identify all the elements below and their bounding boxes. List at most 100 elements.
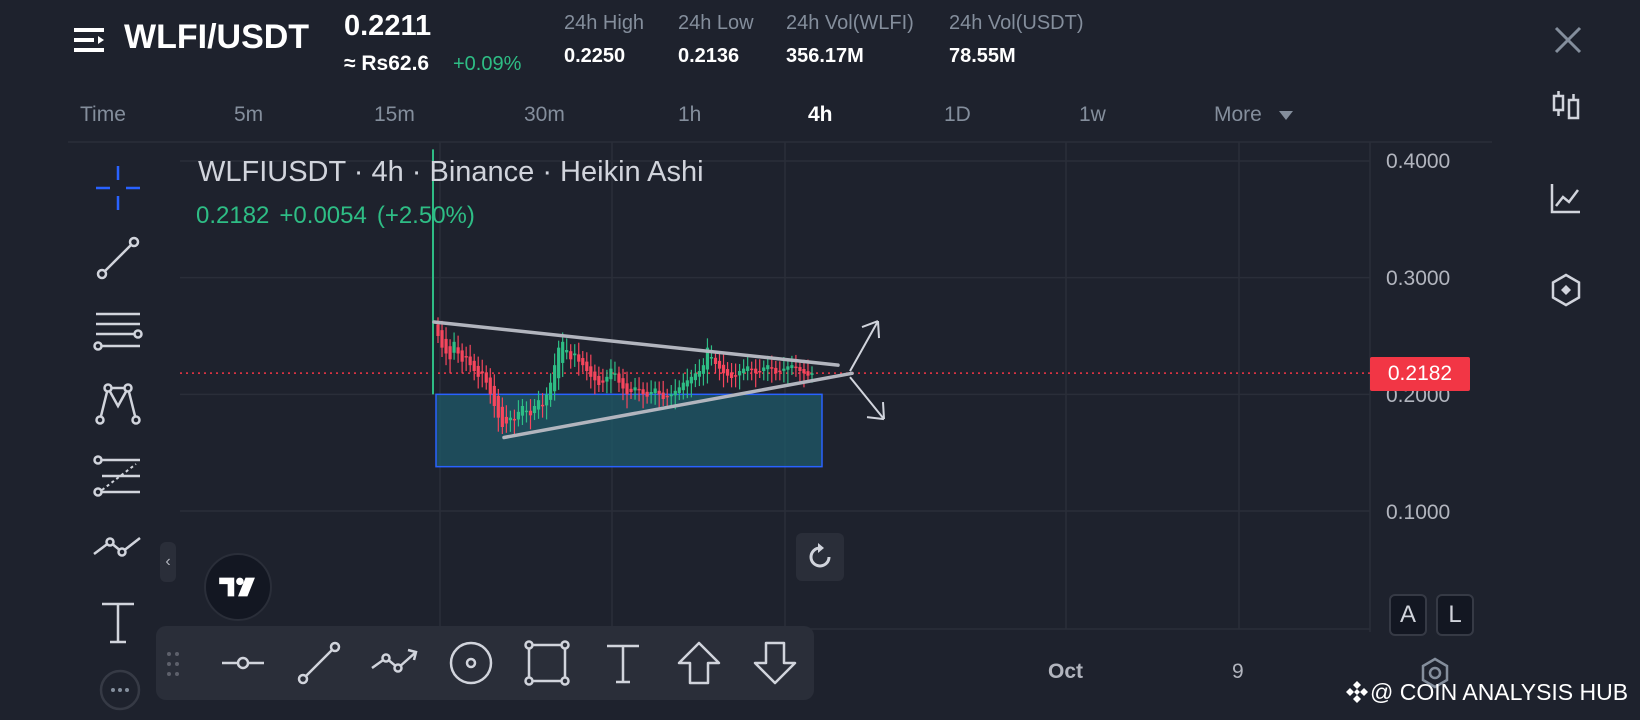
candle-body — [697, 371, 701, 377]
candle-body — [569, 351, 573, 360]
path-icon[interactable] — [90, 520, 146, 576]
candle-body — [669, 394, 673, 397]
tab-15m[interactable]: 15m — [374, 103, 415, 126]
candle-body — [464, 356, 468, 358]
candle-body — [557, 347, 561, 379]
path-icon[interactable] — [370, 638, 420, 688]
candle-body — [762, 367, 766, 371]
last-price: 0.2211 — [344, 10, 432, 42]
chart-ohlc-legend: 0.2182 +0.0054 (+2.50%) — [196, 202, 485, 230]
more-tools-icon[interactable] — [98, 668, 142, 712]
candle-body — [786, 366, 790, 370]
tab-5m[interactable]: 5m — [234, 103, 264, 126]
trend-line-icon[interactable] — [90, 230, 146, 286]
drag-handle-icon[interactable] — [166, 650, 180, 678]
arrow-down-icon[interactable] — [750, 638, 800, 688]
log-scale-button[interactable]: L — [1436, 594, 1474, 636]
menu-icon[interactable] — [74, 24, 108, 58]
close-icon[interactable] — [1552, 24, 1584, 56]
stat-value-24h-vol-usdt: 78.55M — [949, 45, 1016, 67]
watermark-text: @ COIN ANALYSIS HUB — [1370, 679, 1629, 705]
tab-1d[interactable]: 1D — [944, 103, 971, 126]
candle-body — [738, 371, 742, 376]
tab-4h[interactable]: 4h — [808, 103, 833, 126]
parallel-lines-icon[interactable] — [90, 304, 146, 360]
candle-body — [589, 366, 593, 377]
price-chart[interactable] — [68, 140, 1500, 700]
fib-retracement-icon[interactable] — [90, 450, 146, 506]
circle-tool-icon[interactable] — [446, 638, 496, 688]
x-axis-tick: 9 — [1232, 660, 1244, 683]
ohlc-change: +0.0054 — [279, 202, 367, 229]
chart-settings-icon[interactable] — [1418, 656, 1452, 690]
pair-title[interactable]: WLFI/USDT — [124, 18, 310, 56]
trend-line-icon[interactable] — [294, 638, 344, 688]
candle-body — [677, 387, 681, 394]
candle-body — [617, 373, 621, 383]
candle-body — [621, 378, 625, 389]
candle-body — [549, 382, 553, 400]
candle-body — [754, 368, 758, 374]
tab-1h[interactable]: 1h — [678, 103, 702, 126]
candle-body — [766, 365, 770, 370]
candle-body — [641, 389, 645, 395]
candle-body — [516, 411, 521, 420]
candle-type-icon[interactable] — [1548, 88, 1584, 124]
candle-body — [758, 370, 762, 373]
candle-body — [705, 347, 710, 370]
chevron-down-icon[interactable] — [1279, 111, 1293, 121]
ohlc-change-pct: (+2.50%) — [376, 202, 475, 229]
candle-body — [532, 406, 537, 414]
candle-body — [709, 357, 714, 359]
arrow-up-icon[interactable] — [674, 638, 724, 688]
change-percent: +0.09% — [453, 53, 522, 75]
text-tool-icon[interactable] — [598, 638, 648, 688]
candle-body — [480, 371, 484, 374]
candle-body — [637, 388, 641, 391]
breakout-down-arrow — [849, 376, 885, 421]
tab-time[interactable]: Time — [80, 103, 126, 126]
candle-body — [512, 418, 517, 421]
drawing-mode-icon[interactable] — [1548, 272, 1584, 308]
pattern-icon[interactable] — [90, 376, 146, 432]
candle-body — [657, 390, 661, 395]
candle-body — [476, 365, 480, 377]
chart-title: WLFIUSDT · 4h · Binance · Heikin Ashi — [198, 156, 704, 188]
candle-body — [520, 406, 525, 416]
candle-body — [444, 338, 448, 354]
auto-scale-button[interactable]: A — [1389, 594, 1427, 636]
candle-body — [629, 388, 633, 392]
fiat-price: ≈ Rs62.6 — [344, 52, 430, 75]
stat-label-24h-low: 24h Low — [678, 12, 754, 34]
candle-body — [802, 369, 806, 374]
candle-body — [605, 376, 609, 382]
crosshair-icon[interactable] — [90, 160, 146, 216]
collapse-toolbar-button[interactable]: ‹ — [160, 542, 176, 582]
candle-body — [504, 416, 508, 424]
candle-body — [553, 365, 557, 392]
candle-body — [460, 350, 464, 362]
candle-body — [472, 360, 476, 371]
candle-body — [581, 358, 585, 366]
candle-body — [448, 346, 452, 360]
rectangle-tool-icon[interactable] — [522, 638, 572, 688]
x-axis-tick: Oct — [1048, 660, 1084, 683]
horizontal-ray-icon[interactable] — [218, 638, 268, 688]
indicators-icon[interactable] — [1548, 180, 1584, 216]
candle-body — [565, 350, 569, 353]
candle-body — [778, 370, 782, 373]
candle-body — [597, 375, 601, 385]
tab-1w[interactable]: 1w — [1079, 103, 1106, 126]
reset-chart-icon[interactable] — [796, 533, 844, 581]
candle-body — [585, 361, 589, 371]
text-tool-icon[interactable] — [90, 594, 146, 650]
candle-body — [577, 354, 581, 362]
candle-body — [665, 395, 669, 398]
candle-body — [810, 373, 814, 375]
tab-30m[interactable]: 30m — [524, 103, 565, 126]
tab-more[interactable]: More — [1214, 103, 1262, 126]
candle-body — [689, 376, 693, 384]
candle-body — [440, 330, 444, 348]
candle-body — [701, 365, 706, 374]
candle-body — [649, 392, 653, 395]
